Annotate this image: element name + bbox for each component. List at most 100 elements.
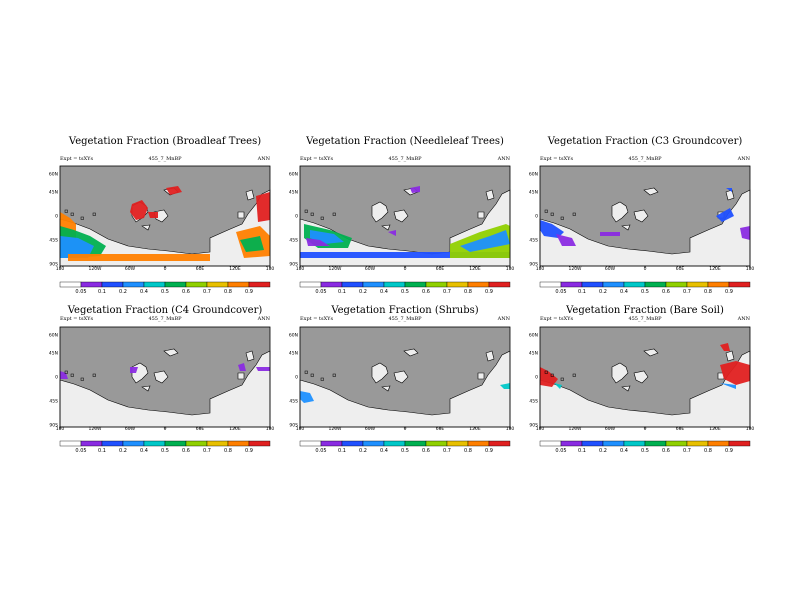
map-panel: Vegetation Fraction (Shrubs)Expt = tsXYs… (289, 305, 515, 454)
coast-marker (310, 373, 314, 377)
lat-tick-label: 45N (529, 351, 538, 357)
ice-island (163, 348, 179, 357)
colorbar-label: 0.7 (683, 289, 691, 295)
map-panel: Vegetation Fraction (Bare Soil)Expt = ts… (529, 305, 755, 454)
colorbar-label: 0.1 (578, 448, 586, 454)
colorbar-label: 0.1 (98, 448, 106, 454)
colorbar-swatch (404, 281, 427, 288)
colorbar-label: 0.6 (182, 448, 190, 454)
coast-marker (332, 212, 336, 216)
vegetation-region (726, 188, 732, 192)
lat-tick-label: 45S (529, 238, 538, 244)
colorbar-swatch (560, 440, 583, 447)
ice-island (153, 370, 169, 384)
lon-tick-label: 120W (328, 266, 342, 272)
colorbar-label: 0.05 (315, 289, 326, 295)
lat-tick-label: 60N (289, 172, 298, 178)
lon-tick-label: 180 (296, 426, 305, 432)
lon-tick-label: 0 (404, 426, 407, 432)
lat-tick-label: 45S (49, 238, 58, 244)
vegetation-region (130, 367, 138, 373)
colorbar-label: 0.9 (725, 289, 733, 295)
colorbar-swatch (59, 440, 82, 447)
vegetation-region (238, 363, 246, 371)
colorbar: 0.05 0.1 0.2 0.4 0.5 0.6 0.7 0.8 0.9 (299, 440, 511, 454)
panel-title: Vegetation Fraction (Shrubs) (330, 305, 478, 316)
lon-tick-label: 180 (56, 266, 65, 272)
colorbar-swatch (299, 440, 322, 447)
lon-tick-label: 0 (644, 266, 647, 272)
colorbar-swatch (665, 281, 688, 288)
vegetation-region (60, 371, 68, 379)
colorbar-swatch (122, 440, 145, 447)
colorbar-label: 0.8 (224, 289, 232, 295)
colorbar: 0.05 0.1 0.2 0.4 0.5 0.6 0.7 0.8 0.9 (59, 281, 271, 295)
lon-tick-label: 120E (709, 426, 721, 432)
coast-marker (320, 216, 324, 220)
coast-marker (70, 212, 74, 216)
case-label: 455_7_MnBP (628, 156, 662, 162)
colorbar-swatch (623, 440, 646, 447)
ice-island (141, 224, 151, 231)
lat-tick-label: 45S (49, 399, 58, 405)
map-panel: Vegetation Fraction (C3 Groundcover) Expt… (529, 136, 755, 295)
colorbar-swatch (164, 281, 187, 288)
map-area (539, 165, 751, 267)
lon-tick-label: 120E (469, 266, 481, 272)
colorbar-label: 0.2 (599, 448, 607, 454)
lon-tick-label: 0 (164, 426, 167, 432)
colorbar-swatch (320, 281, 343, 288)
ice-island (725, 189, 735, 201)
colorbar-swatch (341, 440, 364, 447)
colorbar-label: 0.4 (620, 289, 628, 295)
colorbar-label: 0.5 (401, 289, 409, 295)
colorbar-swatch (185, 281, 208, 288)
lat-tick-label: 90S (49, 423, 58, 429)
coast-marker (572, 373, 576, 377)
vegetation-region (540, 220, 564, 238)
lon-tick-label: 180 (536, 426, 545, 432)
colorbar: 0.05 0.1 0.2 0.4 0.5 0.6 0.7 0.8 0.9 (299, 281, 511, 295)
experiment-label: Expt = tsXYs (300, 316, 333, 322)
colorbar-label: 0.6 (422, 448, 430, 454)
lat-tick-label: 0 (55, 214, 58, 220)
ice-island (393, 209, 409, 223)
lon-tick-label: 180 (506, 426, 515, 432)
colorbar-label: 0.7 (443, 448, 451, 454)
panel-title: Vegetation Fraction (Broadleaf Trees) (68, 136, 261, 147)
colorbar-swatch (623, 281, 646, 288)
ice-island (381, 224, 391, 231)
colorbar-label: 0.5 (641, 448, 649, 454)
colorbar-label: 0.8 (224, 448, 232, 454)
colorbar-label: 0.4 (380, 448, 388, 454)
lat-tick-label: 45N (529, 190, 538, 196)
lon-tick-label: 180 (746, 266, 755, 272)
coast-marker (64, 370, 68, 374)
colorbar-label: 0.8 (464, 448, 472, 454)
colorbar-label: 0.05 (555, 448, 566, 454)
vegetation-region (716, 208, 734, 222)
coast-marker (310, 212, 314, 216)
colorbar-swatch (560, 281, 583, 288)
vegetation-region (500, 383, 510, 389)
map-area (539, 326, 751, 428)
case-label: 455_7_MnBP (148, 316, 182, 322)
colorbar-swatch (488, 440, 511, 447)
colorbar-swatch (707, 440, 730, 447)
colorbar-swatch (602, 440, 625, 447)
ice-island (403, 348, 419, 357)
colorbar-swatch (206, 281, 229, 288)
map-panel: Vegetation Fraction (Broadleaf Trees) Exp… (49, 136, 275, 295)
colorbar-swatch (362, 440, 385, 447)
colorbar-label: 0.7 (443, 289, 451, 295)
map-panel: Vegetation Fraction (C4 Groundcover)Expt… (49, 305, 275, 454)
colorbar-swatch (446, 440, 469, 447)
ice-island (485, 350, 495, 362)
ice-island (643, 348, 659, 357)
colorbar-label: 0.2 (119, 289, 127, 295)
lat-tick-label: 60N (529, 172, 538, 178)
colorbar-label: 0.4 (380, 289, 388, 295)
ice-island (611, 362, 629, 384)
vegetation-region (556, 234, 576, 246)
ice-island (245, 189, 255, 201)
